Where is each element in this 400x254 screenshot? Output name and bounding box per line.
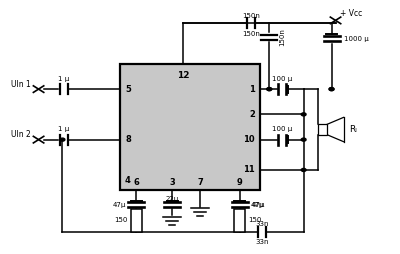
Text: 150n: 150n	[280, 28, 286, 46]
Text: 10: 10	[243, 135, 255, 144]
Text: 150n: 150n	[242, 31, 260, 37]
Circle shape	[60, 138, 65, 141]
Text: Rₗ: Rₗ	[349, 125, 356, 134]
Bar	[318, 124, 327, 135]
Text: UIn 1: UIn 1	[11, 80, 30, 89]
Circle shape	[267, 88, 272, 91]
Text: 100 µ: 100 µ	[272, 75, 292, 82]
Circle shape	[301, 168, 306, 171]
Text: 33n: 33n	[255, 221, 268, 227]
Text: 6: 6	[133, 178, 139, 187]
Circle shape	[301, 138, 306, 141]
Text: 1 µ: 1 µ	[58, 75, 69, 82]
Bar	[120, 64, 260, 190]
Bar	[234, 209, 246, 232]
Text: 150n: 150n	[242, 13, 260, 19]
Text: 100 µ: 100 µ	[272, 126, 292, 132]
Text: 5: 5	[125, 85, 131, 94]
Text: 7: 7	[197, 178, 203, 187]
Text: UIn 2: UIn 2	[11, 130, 30, 139]
Bar	[131, 209, 142, 232]
Text: 12: 12	[177, 71, 189, 80]
Text: 47µ: 47µ	[112, 202, 126, 208]
Text: 33n: 33n	[255, 240, 268, 245]
Circle shape	[267, 88, 272, 91]
Text: 2: 2	[249, 110, 255, 119]
Text: 47µ: 47µ	[252, 202, 265, 208]
Text: 22µ: 22µ	[166, 196, 179, 202]
Text: 1: 1	[249, 85, 255, 94]
Text: 3: 3	[169, 178, 175, 187]
Text: 1 µ: 1 µ	[58, 126, 69, 132]
Text: 150: 150	[249, 217, 262, 224]
Circle shape	[329, 88, 334, 91]
Text: 9: 9	[237, 178, 243, 187]
Text: + Vcc: + Vcc	[340, 9, 362, 18]
Text: 47µ: 47µ	[250, 202, 264, 208]
Text: 11: 11	[243, 165, 255, 174]
Text: 150: 150	[114, 217, 128, 224]
Text: 4: 4	[125, 176, 131, 185]
Circle shape	[301, 113, 306, 116]
Circle shape	[329, 88, 334, 91]
Text: 1000 µ: 1000 µ	[344, 36, 368, 42]
Text: 8: 8	[125, 135, 131, 144]
